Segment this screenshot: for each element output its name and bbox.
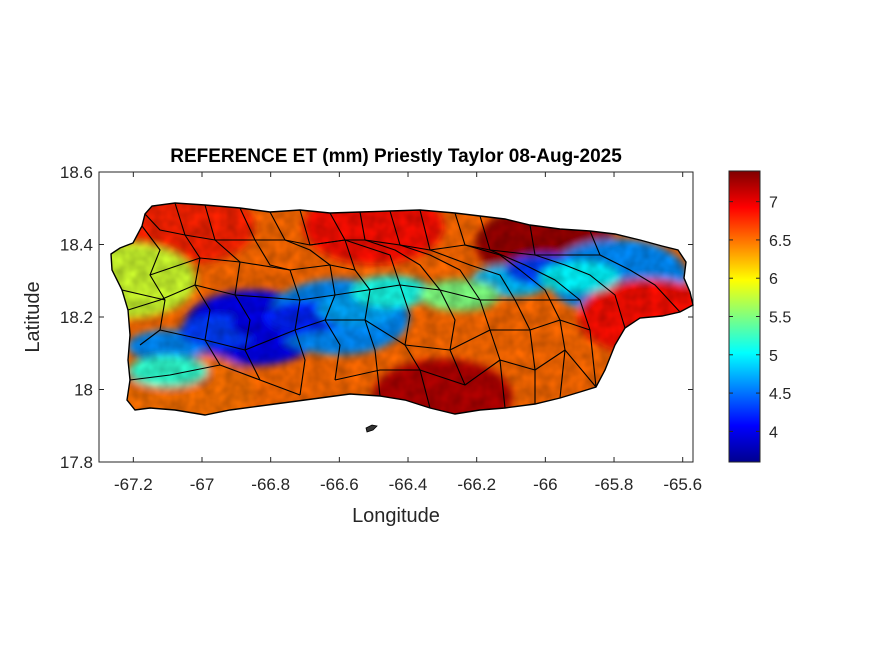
municipality-boundary <box>269 211 341 381</box>
municipality-boundary <box>329 212 431 409</box>
x-tick-label: -66.2 <box>457 475 496 494</box>
x-axis: -67.2 -67 -66.8 -66.6 -66.4 -66.2 -66 -65.8 -65.… <box>114 172 702 494</box>
x-tick-label: -66 <box>533 475 558 494</box>
y-tick-label: 18.6 <box>60 163 93 182</box>
colorbar <box>728 170 761 463</box>
colorbar-tick-label: 7 <box>769 195 778 212</box>
x-tick-label: -66.4 <box>389 475 428 494</box>
municipality-boundary <box>121 289 166 301</box>
x-axis-label: Longitude <box>352 505 440 527</box>
y-tick-label: 18.4 <box>60 236 93 255</box>
municipality-boundary <box>127 284 580 311</box>
colorbar-tick-label: 4 <box>769 424 778 441</box>
colorbar-tick-label: 4.5 <box>769 386 791 403</box>
colorbar-ticks: 4 4.5 5 5.5 6 6.5 7 <box>729 195 791 441</box>
y-axis: 17.8 18 18.2 18.4 18.6 <box>60 163 693 472</box>
y-axis-label: Latitude <box>22 281 44 352</box>
y-tick-label: 17.8 <box>60 453 93 472</box>
y-tick-label: 18 <box>74 381 93 400</box>
x-tick-label: -66.8 <box>251 475 290 494</box>
x-tick-label: -67.2 <box>114 475 153 494</box>
colorbar-tick-label: 6.5 <box>769 233 791 250</box>
colorbar-tick-label: 5 <box>769 348 778 365</box>
municipality-boundary <box>419 209 536 404</box>
municipality-boundary <box>359 211 466 386</box>
chart-title: REFERENCE ET (mm) Priestly Taylor 08-Aug… <box>170 146 622 167</box>
x-tick-label: -65.6 <box>663 475 702 494</box>
municipality-boundary <box>334 349 597 388</box>
municipality-boundary <box>239 207 306 396</box>
municipality-boundary <box>159 319 591 351</box>
small-island <box>365 424 378 433</box>
municipality-boundary <box>144 213 600 256</box>
y-tick-label: 18.2 <box>60 308 93 327</box>
colorbar-tick-label: 5.5 <box>769 310 791 327</box>
colorbar-tick-label: 6 <box>769 271 778 288</box>
x-tick-label: -66.6 <box>320 475 359 494</box>
x-tick-label: -67 <box>190 475 215 494</box>
x-tick-label: -65.8 <box>595 475 634 494</box>
municipality-boundary <box>589 230 681 313</box>
municipality-boundaries <box>121 202 681 409</box>
municipality-boundary <box>149 257 356 276</box>
municipality-boundary <box>529 224 626 329</box>
municipality-boundary <box>139 225 166 346</box>
municipality-boundary <box>129 364 301 396</box>
municipality-boundary <box>389 210 506 409</box>
